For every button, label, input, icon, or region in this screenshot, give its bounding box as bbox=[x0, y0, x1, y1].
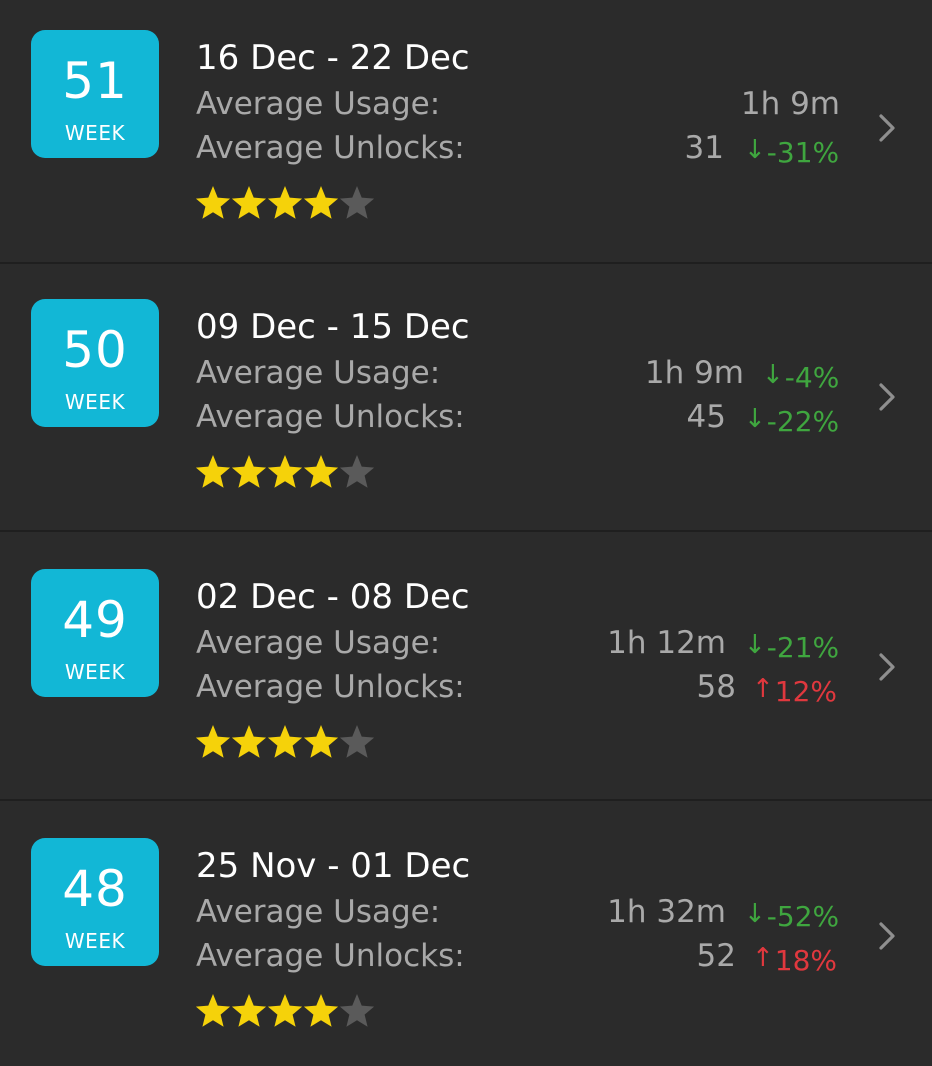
average-usage-label: Average Usage: bbox=[196, 894, 441, 930]
usage-change: ↓-4% bbox=[762, 357, 839, 396]
average-usage-label: Average Usage: bbox=[196, 355, 441, 391]
unlocks-change: ↑12% bbox=[752, 671, 837, 710]
usage-change: ↓-52% bbox=[744, 896, 839, 935]
unlocks-change: ↓-31% bbox=[744, 132, 839, 171]
unlocks-change: ↓-22% bbox=[744, 401, 839, 440]
arrow-down-icon: ↓ bbox=[744, 135, 766, 165]
star-filled-icon bbox=[303, 725, 339, 758]
average-usage-value: 1h 9m bbox=[740, 86, 840, 122]
week-number: 50 bbox=[62, 321, 128, 379]
average-usage-value: 1h 12m bbox=[607, 625, 726, 661]
week-number: 48 bbox=[62, 860, 128, 918]
average-usage-value: 1h 32m bbox=[607, 894, 726, 930]
week-badge: 51 WEEK bbox=[31, 30, 159, 158]
rating-stars bbox=[194, 184, 384, 222]
star-filled-icon bbox=[195, 186, 231, 219]
usage-change: ↓-21% bbox=[744, 627, 839, 666]
date-range: 02 Dec - 08 Dec bbox=[196, 577, 470, 617]
row-divider bbox=[0, 262, 932, 264]
usage-change-text: -52% bbox=[766, 900, 840, 933]
arrow-up-icon: ↑ bbox=[752, 943, 774, 973]
arrow-down-icon: ↓ bbox=[762, 360, 784, 390]
star-empty-icon bbox=[339, 725, 375, 758]
star-filled-icon bbox=[303, 994, 339, 1027]
row-divider bbox=[0, 799, 932, 801]
week-row[interactable]: 49 WEEK 02 Dec - 08 Dec Average Usage: A… bbox=[0, 539, 932, 807]
average-usage-label: Average Usage: bbox=[196, 625, 441, 661]
unlocks-change-text: -22% bbox=[766, 405, 840, 438]
star-filled-icon bbox=[303, 455, 339, 488]
average-unlocks-value: 45 bbox=[686, 399, 726, 435]
star-empty-icon bbox=[339, 994, 375, 1027]
star-filled-icon bbox=[231, 725, 267, 758]
average-unlocks-label: Average Unlocks: bbox=[196, 130, 465, 166]
star-filled-icon bbox=[195, 725, 231, 758]
unlocks-change-text: 18% bbox=[774, 944, 838, 977]
row-divider bbox=[0, 530, 932, 532]
chevron-right-icon[interactable] bbox=[873, 918, 901, 954]
star-filled-icon bbox=[303, 186, 339, 219]
unlocks-change-text: -31% bbox=[766, 136, 840, 169]
week-label: WEEK bbox=[64, 390, 126, 414]
unlocks-change-text: 12% bbox=[774, 675, 838, 708]
star-filled-icon bbox=[195, 994, 231, 1027]
star-filled-icon bbox=[195, 455, 231, 488]
week-number: 51 bbox=[62, 52, 128, 110]
rating-stars bbox=[194, 992, 384, 1030]
rating-stars bbox=[194, 723, 384, 761]
week-badge: 50 WEEK bbox=[31, 299, 159, 427]
average-unlocks-label: Average Unlocks: bbox=[196, 669, 465, 705]
star-filled-icon bbox=[231, 455, 267, 488]
week-number: 49 bbox=[62, 591, 128, 649]
arrow-down-icon: ↓ bbox=[744, 899, 766, 929]
star-filled-icon bbox=[267, 994, 303, 1027]
star-empty-icon bbox=[339, 186, 375, 219]
star-empty-icon bbox=[339, 455, 375, 488]
week-row[interactable]: 50 WEEK 09 Dec - 15 Dec Average Usage: A… bbox=[0, 269, 932, 537]
arrow-up-icon: ↑ bbox=[752, 674, 774, 704]
chevron-right-icon[interactable] bbox=[873, 110, 901, 146]
average-usage-value: 1h 9m bbox=[644, 355, 744, 391]
star-filled-icon bbox=[267, 186, 303, 219]
week-row[interactable]: 51 WEEK 16 Dec - 22 Dec Average Usage: A… bbox=[0, 0, 932, 268]
week-label: WEEK bbox=[64, 929, 126, 953]
date-range: 16 Dec - 22 Dec bbox=[196, 38, 470, 78]
average-unlocks-value: 31 bbox=[684, 130, 724, 166]
star-filled-icon bbox=[267, 725, 303, 758]
date-range: 25 Nov - 01 Dec bbox=[196, 846, 471, 886]
arrow-down-icon: ↓ bbox=[744, 404, 766, 434]
average-unlocks-label: Average Unlocks: bbox=[196, 938, 465, 974]
average-unlocks-label: Average Unlocks: bbox=[196, 399, 465, 435]
week-badge: 48 WEEK bbox=[31, 838, 159, 966]
week-row[interactable]: 48 WEEK 25 Nov - 01 Dec Average Usage: A… bbox=[0, 808, 932, 1066]
star-filled-icon bbox=[231, 186, 267, 219]
average-unlocks-value: 58 bbox=[696, 669, 736, 705]
arrow-down-icon: ↓ bbox=[744, 630, 766, 660]
chevron-right-icon[interactable] bbox=[873, 379, 901, 415]
star-filled-icon bbox=[231, 994, 267, 1027]
chevron-right-icon[interactable] bbox=[873, 649, 901, 685]
usage-change-text: -4% bbox=[784, 361, 840, 394]
week-label: WEEK bbox=[64, 660, 126, 684]
star-filled-icon bbox=[267, 455, 303, 488]
rating-stars bbox=[194, 453, 384, 491]
date-range: 09 Dec - 15 Dec bbox=[196, 307, 470, 347]
week-badge: 49 WEEK bbox=[31, 569, 159, 697]
average-usage-label: Average Usage: bbox=[196, 86, 441, 122]
week-label: WEEK bbox=[64, 121, 126, 145]
average-unlocks-value: 52 bbox=[696, 938, 736, 974]
unlocks-change: ↑18% bbox=[752, 940, 837, 979]
usage-change-text: -21% bbox=[766, 631, 840, 664]
